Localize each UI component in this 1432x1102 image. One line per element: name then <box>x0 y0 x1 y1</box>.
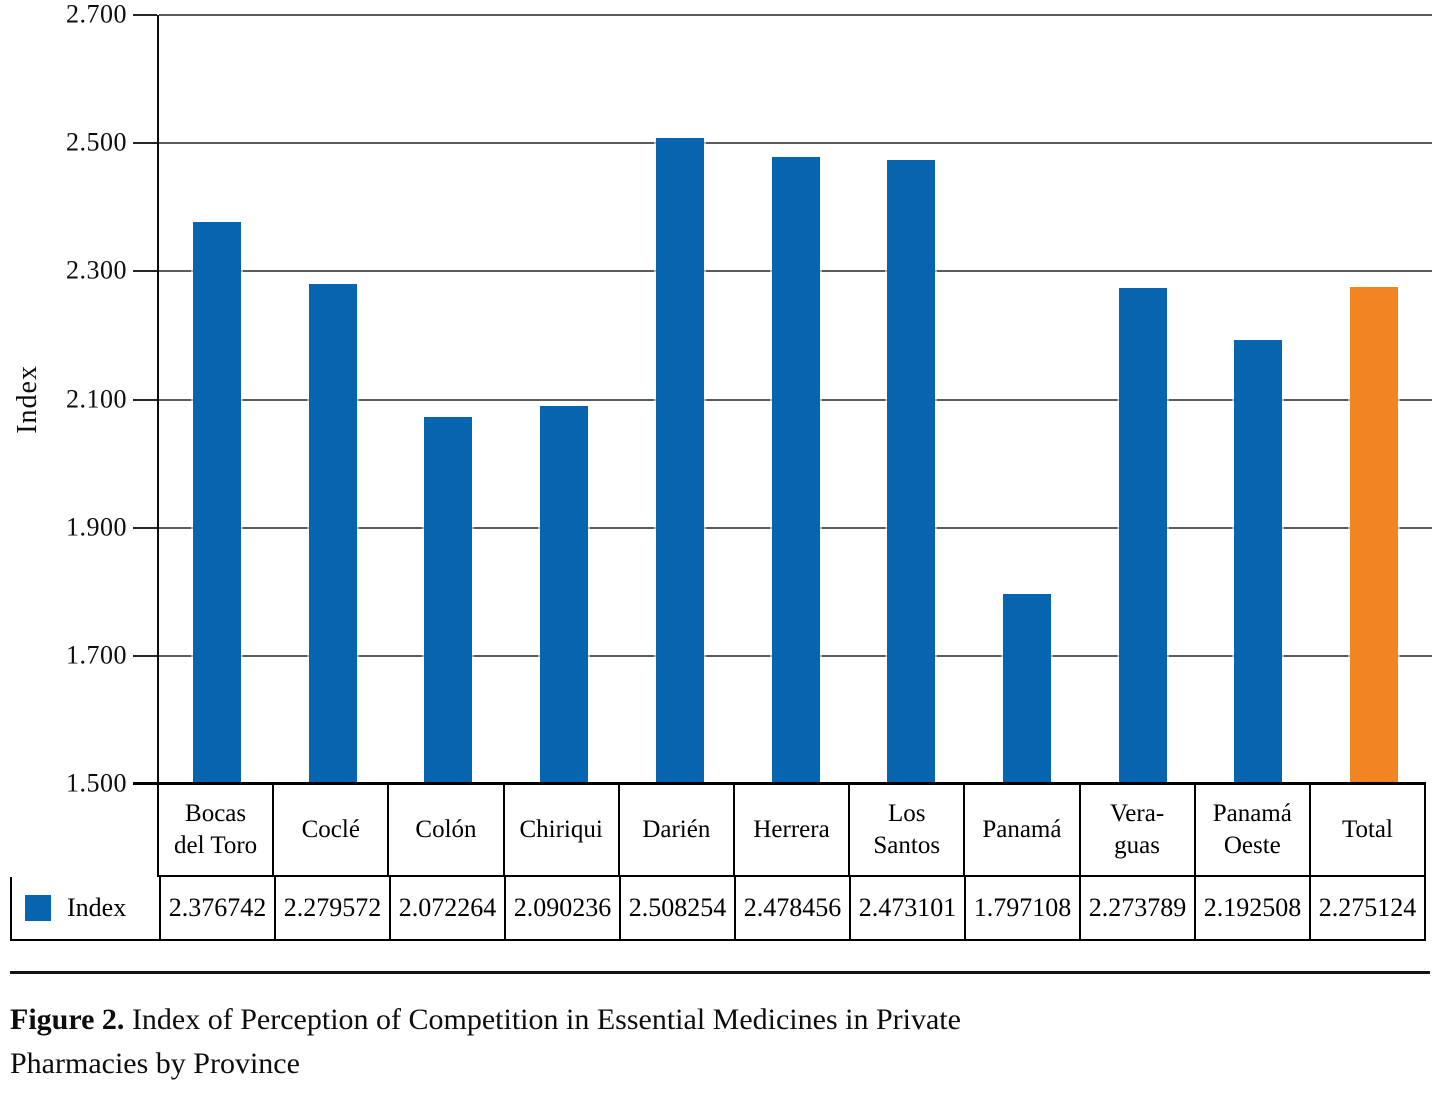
y-axis-tick-label: 2.300 <box>66 255 127 285</box>
caption-text-line1: Index of Perception of Competition in Es… <box>124 1003 961 1036</box>
gridline-2.700 <box>159 14 1432 16</box>
y-axis-tick-label: 2.500 <box>66 127 127 157</box>
table-header-cell: Panamá <box>963 785 1079 877</box>
bar-Veraguas <box>1118 288 1167 784</box>
table-value-cell: 2.473101 <box>849 877 964 939</box>
y-axis-tick-label: 1.900 <box>66 512 127 542</box>
bar-column-Bocas del Toro <box>159 15 275 784</box>
table-header-cell: Chiriqui <box>502 785 618 877</box>
bar-column-Panamá Oeste <box>1201 15 1317 784</box>
table-header-cell: Bocas del Toro <box>157 785 273 877</box>
bar-column-Los Santos <box>853 15 969 784</box>
table-header-cell: Total <box>1308 785 1425 877</box>
caption-divider <box>10 971 1430 974</box>
bar-Coclé <box>308 284 357 784</box>
bar-Colón <box>424 417 473 784</box>
bar-column-Total <box>1316 15 1432 784</box>
table-header-cell: Coclé <box>272 785 388 877</box>
bar-Herrera <box>771 156 820 784</box>
bar-column-Darién <box>622 15 738 784</box>
table-value-cell: 2.275124 <box>1309 877 1424 939</box>
y-axis-tick-label: 2.100 <box>66 383 127 413</box>
bar-column-Herrera <box>738 15 854 784</box>
caption-prefix: Figure 2. <box>10 1003 125 1036</box>
bar-Bocas del Toro <box>192 222 241 784</box>
table-header-cell: Panamá Oeste <box>1193 785 1309 877</box>
y-axis-tick <box>133 398 157 401</box>
table-header-cell: Colón <box>387 785 503 877</box>
table-value-cell: 2.376742 <box>159 877 274 939</box>
bar-column-Panamá <box>969 15 1085 784</box>
legend-cell: Index <box>12 877 159 939</box>
table-value-cell: 2.072264 <box>389 877 504 939</box>
table-header-cell: Los Santos <box>848 785 964 877</box>
y-axis-tick-label: 1.700 <box>66 640 127 670</box>
y-axis-tick <box>133 526 157 529</box>
bar-column-Coclé <box>275 15 391 784</box>
table-value-cell: 2.508254 <box>619 877 734 939</box>
table-header-cell: Darién <box>617 785 733 877</box>
table-value-cell: 2.478456 <box>734 877 849 939</box>
table-value-cell: 2.279572 <box>274 877 389 939</box>
caption-text-line2: Pharmacies by Province <box>10 1047 300 1081</box>
bar-column-Veraguas <box>1085 15 1201 784</box>
bar-Total <box>1350 287 1399 784</box>
x-axis-line <box>133 782 1426 785</box>
gridline-2.500 <box>159 142 1432 145</box>
bar-column-Chiriqui <box>506 15 622 784</box>
y-axis-tick <box>133 142 157 145</box>
table-header-cell: Herrera <box>732 785 849 877</box>
bar-Chiriqui <box>540 405 589 784</box>
bar-Panamá <box>1003 593 1051 784</box>
bar-Los Santos <box>887 160 936 784</box>
y-axis-tick <box>133 270 157 273</box>
table-value-cell: 2.192508 <box>1194 877 1309 939</box>
bar-column-Colón <box>390 15 506 784</box>
y-axis-tick <box>133 14 157 16</box>
table-header-cell: Vera- guas <box>1078 785 1194 877</box>
y-axis-tick-label: 1.500 <box>66 768 127 798</box>
table-value-cell: 1.797108 <box>964 877 1079 939</box>
table-header-row: Bocas del Toro Coclé Colón Chiriqui Darién He… <box>157 785 1426 877</box>
bars-layer <box>159 15 1432 784</box>
legend-label: Index <box>67 893 127 922</box>
table-value-cell: 2.273789 <box>1079 877 1194 939</box>
bar-Darién <box>655 137 704 784</box>
legend-swatch-icon <box>25 895 51 921</box>
y-axis-tick-label: 2.700 <box>66 0 127 29</box>
data-table: Bocas del Toro Coclé Colón Chiriqui Darién He… <box>10 785 1426 941</box>
y-axis-tick <box>133 654 157 657</box>
bar-Panamá Oeste <box>1234 340 1283 784</box>
plot-area: 2.700 2.500 2.300 2.100 1.900 1.700 1.500 <box>66 0 1432 797</box>
table-value-cell: 2.090236 <box>504 877 619 939</box>
figure-caption: Figure 2. Index of Perception of Competi… <box>10 998 1428 1087</box>
table-data-row: Index 2.376742 2.279572 2.072264 2.090236 2.… <box>10 877 1426 941</box>
